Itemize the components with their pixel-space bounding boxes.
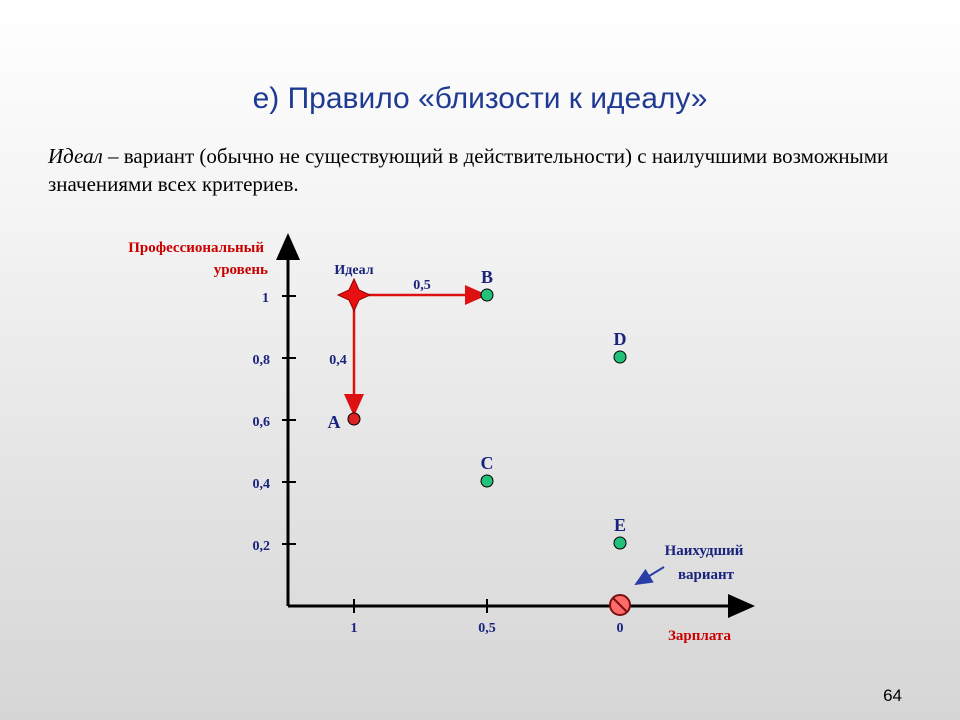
point-e-marker (613, 536, 627, 550)
y-ticks: 1 0,8 0,6 0,4 0,2 (253, 291, 296, 554)
distance-label-vertical: 0,4 (329, 353, 347, 368)
point-b: B (480, 267, 494, 302)
y-tick-label: 1 (262, 291, 269, 306)
ideal-star-icon (336, 277, 372, 313)
distance-label-horizontal: 0,5 (413, 278, 431, 293)
slide-title: е) Правило «близости к идеалу» (252, 82, 708, 115)
point-a-marker (347, 412, 361, 426)
worst-label-line1: Наихудший (665, 543, 744, 559)
point-b-marker (480, 288, 494, 302)
point-c: C (480, 453, 494, 488)
point-d-marker (613, 350, 627, 364)
x-axis-label: Зарплата (668, 628, 731, 644)
worst-pointer-arrow (634, 566, 665, 586)
point-c-marker (480, 474, 494, 488)
y-tick-label: 0,6 (253, 415, 271, 430)
worst-label-line2: вариант (678, 567, 735, 583)
point-b-label: B (481, 267, 493, 287)
point-e: E (613, 515, 627, 550)
point-d: D (613, 329, 627, 364)
y-tick-label: 0,4 (253, 477, 271, 492)
ideal-label: Идеал (334, 263, 373, 278)
worst-point: Наихудший вариант (609, 543, 744, 616)
y-axis-label-line2: уровень (214, 262, 268, 278)
point-c-label: C (481, 453, 494, 473)
ideal-point: Идеал (334, 263, 374, 313)
y-tick-label: 0,2 (253, 539, 271, 554)
y-tick-label: 0,8 (253, 353, 271, 368)
definition-text: Идеал – вариант (обычно не существующий … (48, 142, 928, 198)
point-d-label: D (614, 329, 627, 349)
point-e-label: E (614, 515, 626, 535)
x-tick-label: 0 (617, 621, 624, 636)
point-a: A (328, 412, 361, 432)
x-tick-label: 1 (351, 621, 358, 636)
point-a-label: A (328, 412, 341, 432)
definition-term: Идеал (48, 144, 103, 168)
x-tick-label: 0,5 (478, 621, 496, 636)
y-axis-label-line1: Профессиональный (128, 240, 264, 256)
page-number: 64 (883, 686, 902, 705)
definition-body: – вариант (обычно не существующий в дейс… (48, 144, 889, 196)
